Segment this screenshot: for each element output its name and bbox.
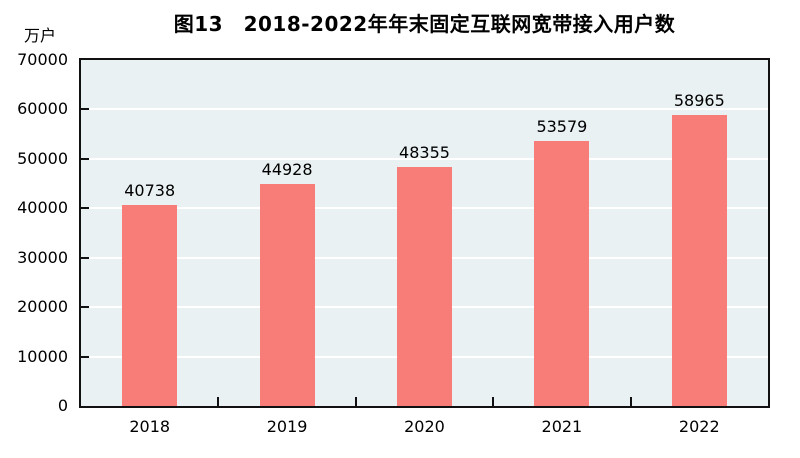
y-axis-tick-label: 30000 [17, 247, 68, 267]
y-axis-unit-label: 万户 [24, 26, 57, 45]
bar [259, 183, 315, 406]
bar [534, 141, 590, 406]
y-axis-tick [81, 157, 89, 160]
bar-value-label: 53579 [536, 117, 588, 137]
chart-title: 图13 2018-2022年年末固定互联网宽带接入用户数 [173, 12, 676, 36]
x-axis-category-label: 2020 [404, 417, 445, 436]
bar-value-label: 40738 [124, 180, 176, 200]
y-axis-tick-label: 70000 [17, 50, 68, 69]
x-axis-category-label: 2021 [541, 417, 583, 436]
y-axis-tick-label: 40000 [17, 198, 68, 218]
plot-area: 40738 44928 48355 53579 58965 [79, 58, 770, 408]
x-axis-category-label: 2018 [129, 417, 171, 436]
y-axis-tick-label: 20000 [17, 297, 68, 317]
y-axis-tick [81, 306, 89, 309]
y-axis-tick-label: 10000 [17, 346, 68, 366]
x-axis-tick [354, 397, 357, 406]
bar-value-label: 48355 [399, 143, 450, 162]
y-axis-tick [81, 355, 89, 358]
y-axis-tick-label: 60000 [17, 99, 68, 119]
y-axis-tick-label: 50000 [17, 148, 68, 168]
gridline [81, 108, 768, 111]
x-axis-tick [629, 397, 632, 406]
y-axis-tick [81, 256, 89, 259]
x-axis-category-label: 2019 [266, 417, 308, 436]
x-axis-tick [217, 397, 220, 406]
gridline [81, 157, 768, 160]
x-axis-tick [492, 397, 495, 406]
y-axis-tick [81, 108, 89, 111]
bar-value-label: 58965 [673, 90, 725, 110]
y-axis-tick [81, 207, 89, 210]
bar [397, 167, 452, 406]
bar-value-label: 44928 [261, 159, 313, 179]
bar [122, 204, 178, 406]
bar [671, 114, 727, 406]
y-axis-tick-label: 0 [57, 396, 68, 415]
x-axis-category-label: 2022 [678, 417, 720, 436]
